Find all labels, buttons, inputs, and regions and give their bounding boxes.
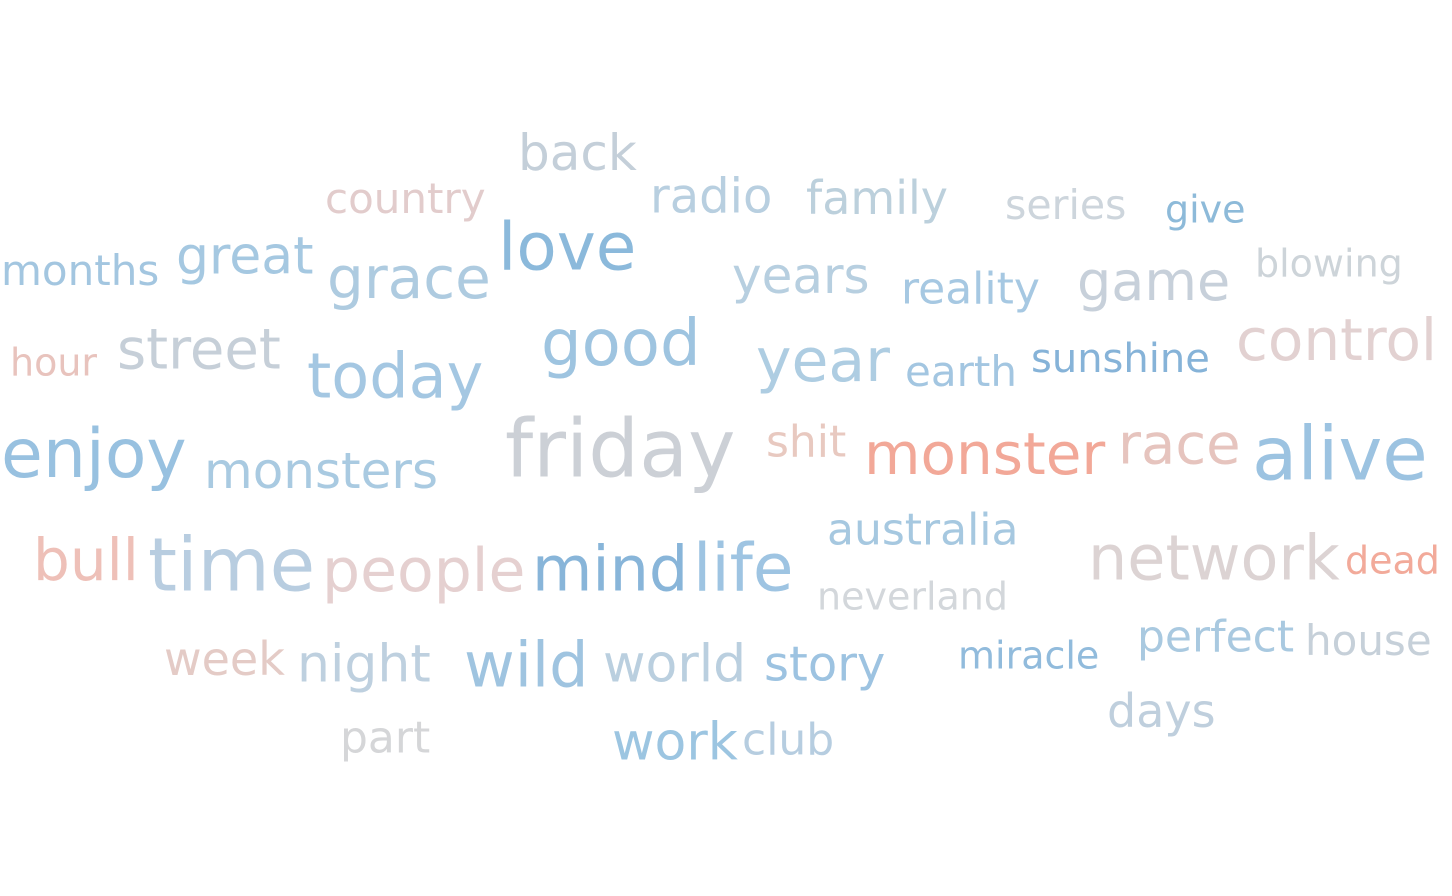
word-23: monsters [204, 442, 439, 500]
word-5: give [1165, 187, 1246, 232]
word-7: great [176, 226, 314, 287]
word-39: night [297, 634, 431, 695]
word-9: love [498, 208, 637, 286]
word-1: country [325, 174, 486, 224]
word-3: family [806, 171, 948, 226]
word-37: neverland [817, 574, 1009, 619]
word-44: perfect [1137, 611, 1295, 663]
word-27: race [1118, 412, 1241, 478]
word-11: reality [901, 263, 1040, 315]
word-6: months [1, 246, 160, 296]
word-26: monster [864, 419, 1106, 488]
word-4: series [1005, 181, 1127, 230]
word-14: hour [10, 340, 98, 385]
word-40: wild [464, 628, 589, 702]
word-43: miracle [958, 633, 1100, 678]
word-21: control [1236, 305, 1438, 374]
word-13: blowing [1255, 241, 1403, 286]
word-34: life [693, 529, 794, 607]
word-15: street [117, 317, 281, 383]
word-12: game [1077, 249, 1231, 313]
word-19: earth [905, 347, 1017, 397]
word-36: dead [1345, 538, 1440, 583]
word-22: enjoy [1, 414, 187, 494]
word-47: part [340, 712, 431, 764]
word-38: week [164, 632, 285, 687]
word-48: work [612, 712, 738, 773]
word-0: back [518, 124, 637, 182]
word-32: people [322, 536, 526, 607]
word-42: story [764, 636, 886, 693]
word-28: alive [1252, 411, 1428, 498]
word-8: grace [327, 243, 491, 312]
word-16: today [307, 339, 484, 413]
word-24: friday [505, 402, 736, 496]
word-2: radio [650, 168, 773, 225]
word-29: australia [827, 504, 1019, 556]
word-30: bull [33, 525, 139, 594]
word-49: club [742, 714, 835, 766]
word-41: world [603, 634, 747, 695]
word-25: shit [766, 416, 847, 468]
word-46: days [1107, 684, 1216, 739]
word-31: time [148, 522, 316, 609]
word-20: sunshine [1031, 335, 1210, 382]
word-45: house [1305, 616, 1432, 666]
word-35: network [1088, 521, 1340, 595]
word-17: good [541, 307, 701, 382]
word-33: mind [532, 532, 689, 606]
word-10: years [732, 247, 870, 305]
word-18: year [756, 326, 890, 397]
